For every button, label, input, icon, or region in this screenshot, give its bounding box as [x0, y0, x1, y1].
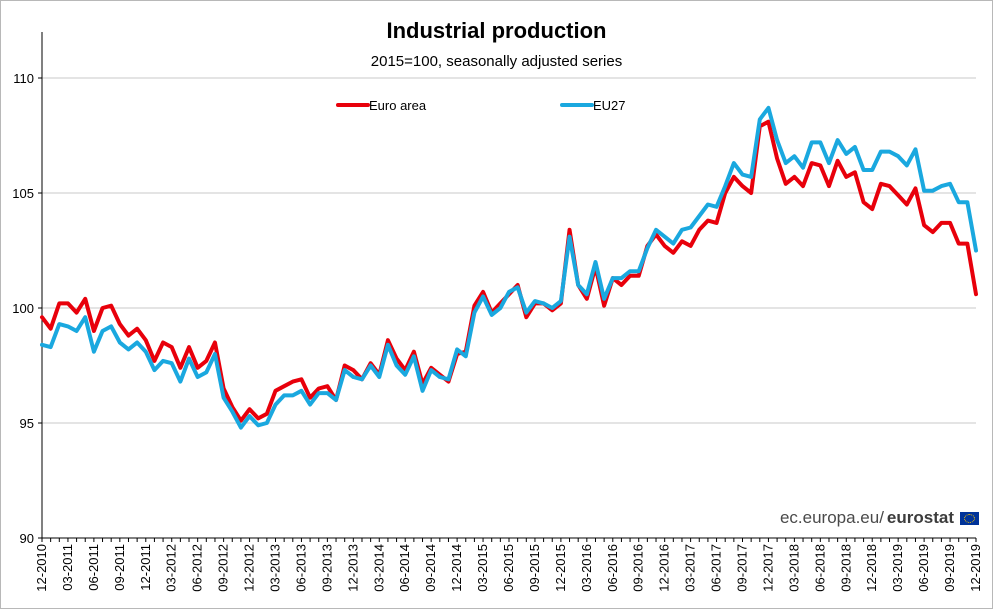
x-tick-label: 09-2016: [631, 544, 646, 592]
chart-subtitle: 2015=100, seasonally adjusted series: [370, 53, 623, 70]
y-tick-label: 100: [12, 301, 34, 316]
y-tick-label: 110: [13, 71, 34, 86]
x-tick-label: 03-2016: [579, 544, 594, 592]
legend-label: Euro area: [369, 98, 427, 113]
legend-label: EU27: [593, 98, 626, 113]
y-tick-label: 105: [12, 186, 34, 201]
x-tick-label: 09-2013: [319, 544, 334, 592]
x-axis-ticks: 12-2010 03-2011 06-2011 09-2011 12-2011 03-20…: [34, 538, 983, 592]
x-tick-label: 03-2012: [164, 544, 179, 592]
y-tick-label: 90: [20, 531, 34, 546]
series-lines: [40, 105, 978, 430]
x-tick-label: 06-2018: [812, 544, 827, 592]
y-tick-label: 95: [20, 416, 34, 431]
x-tick-label: 09-2012: [216, 544, 231, 592]
x-tick-label: 09-2019: [942, 544, 957, 592]
x-tick-label: 09-2015: [527, 544, 542, 592]
x-tick-label: 12-2012: [242, 544, 257, 592]
source-credit: ec.europa.eu/eurostat: [780, 508, 979, 528]
x-tick-label: 06-2014: [397, 544, 412, 592]
x-tick-label: 06-2017: [709, 544, 724, 592]
x-tick-label: 09-2017: [735, 544, 750, 592]
x-tick-label: 06-2015: [501, 544, 516, 592]
x-tick-label: 03-2011: [60, 544, 75, 591]
x-tick-label: 12-2019: [968, 544, 983, 592]
x-tick-label: 03-2015: [475, 544, 490, 592]
x-tick-label: 06-2011: [86, 544, 101, 591]
x-tick-label: 09-2011: [112, 544, 127, 591]
x-tick-label: 12-2011: [138, 544, 153, 591]
gridlines: [42, 77, 976, 424]
x-tick-label: 12-2016: [657, 544, 672, 592]
source-domain: ec.europa.eu/: [779, 508, 884, 527]
x-tick-label: 03-2014: [371, 544, 386, 592]
x-tick-label: 06-2012: [190, 544, 205, 592]
legend: Euro area EU27: [336, 98, 626, 113]
eurostat-brand: eurostat: [886, 508, 954, 527]
x-tick-label: 06-2013: [293, 544, 308, 592]
x-tick-label: 12-2010: [34, 544, 49, 592]
x-tick-label: 12-2015: [553, 544, 568, 592]
x-tick-label: 06-2019: [916, 544, 931, 592]
x-tick-label: 12-2014: [449, 544, 464, 592]
eu-flag-icon: [960, 511, 979, 525]
x-tick-label: 09-2018: [838, 544, 853, 592]
x-tick-label: 06-2016: [605, 544, 620, 592]
chart-title: Industrial production: [386, 18, 607, 43]
x-tick-label: 03-2017: [683, 544, 698, 592]
x-tick-label: 03-2013: [268, 544, 283, 592]
x-tick-label: 12-2013: [345, 544, 360, 592]
axes: [41, 32, 976, 539]
series-line-eu27: [40, 105, 978, 430]
x-tick-label: 09-2014: [423, 544, 438, 592]
x-tick-label: 03-2018: [786, 544, 801, 592]
y-axis-ticks: 90 95 100 105 110: [12, 71, 42, 546]
x-tick-label: 03-2019: [890, 544, 905, 592]
x-tick-label: 12-2018: [864, 544, 879, 592]
x-tick-label: 12-2017: [760, 544, 775, 592]
